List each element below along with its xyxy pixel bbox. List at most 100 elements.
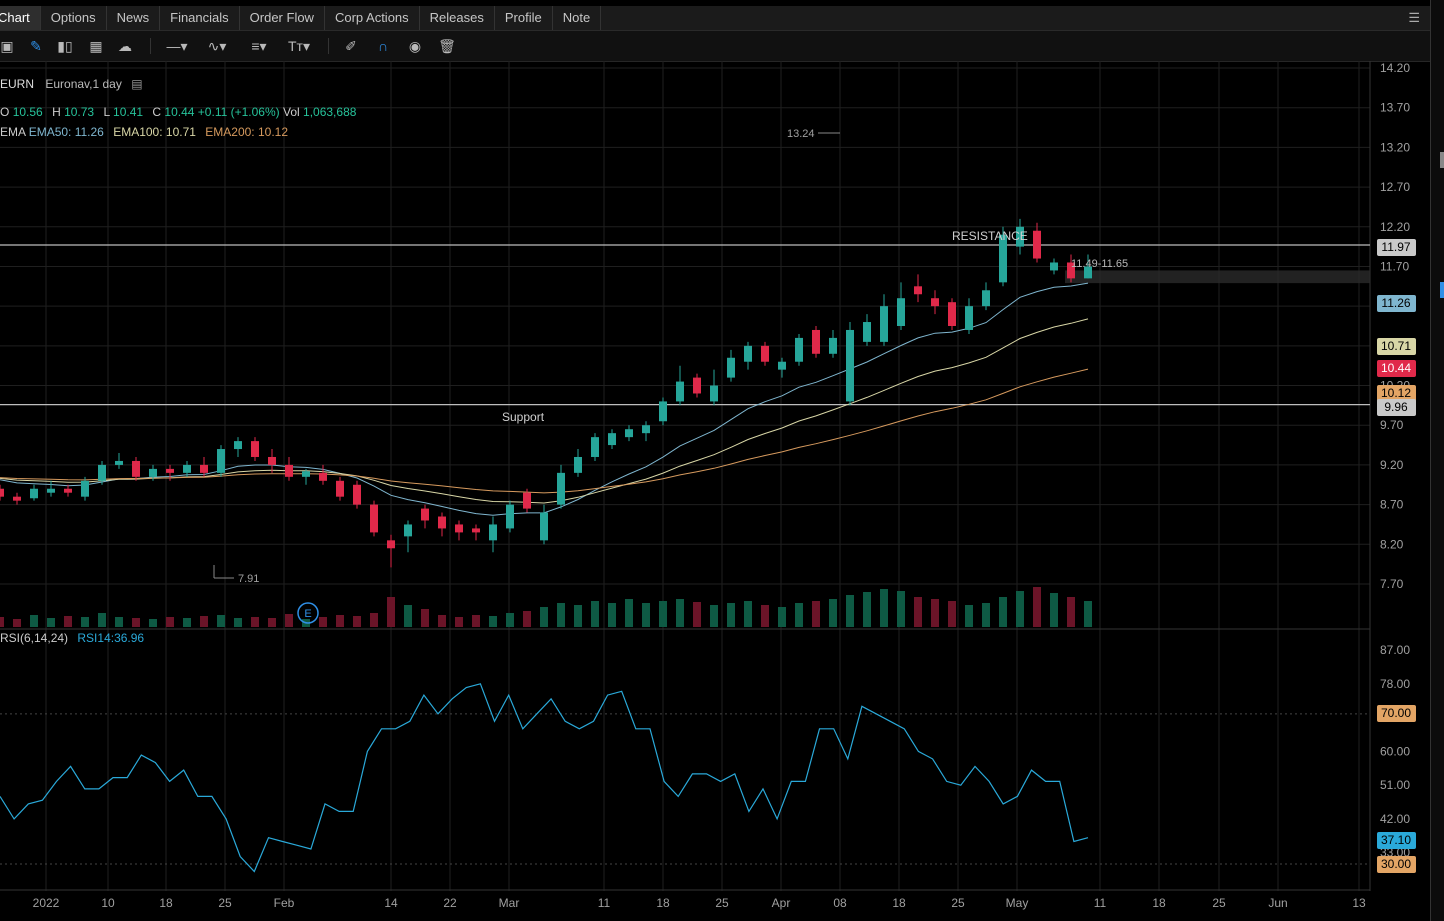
volume-bar	[1067, 597, 1075, 627]
tab-financials[interactable]: Financials	[160, 6, 240, 30]
candle-body	[642, 425, 650, 434]
x-tick-label: 11	[1094, 896, 1107, 910]
candles-icon[interactable]: ▮▯	[57, 37, 73, 54]
candle-body	[999, 234, 1007, 283]
grid-layout-icon[interactable]: ▦	[89, 37, 103, 54]
symbol-name: Euronav,1 day	[45, 77, 122, 91]
eye-icon[interactable]: ◉	[408, 37, 422, 54]
legend-rsi-row: RSI(6,14,24) RSI14:36.96	[0, 631, 145, 645]
candle-body	[948, 302, 956, 326]
candle-body	[200, 464, 208, 473]
volume-bar	[200, 616, 208, 627]
volume-bar	[591, 601, 599, 627]
panel-marker-active	[1440, 282, 1444, 298]
candle-body	[64, 488, 72, 493]
candle-body	[1016, 226, 1024, 247]
candle-body	[268, 456, 276, 465]
volume-bar	[778, 607, 786, 627]
candle-body	[421, 508, 429, 521]
volume-bar	[506, 613, 514, 627]
high-annotation: 13.24	[787, 128, 815, 140]
tab-chart[interactable]: Chart	[0, 6, 41, 30]
volume-bar	[0, 617, 4, 627]
candle-body	[319, 472, 327, 481]
candle-body	[1033, 230, 1041, 259]
volume-bar	[914, 597, 922, 627]
candle-body	[982, 290, 990, 307]
tab-note[interactable]: Note	[553, 6, 602, 30]
pencil-icon[interactable]: ✎	[30, 37, 42, 54]
zone-box	[1065, 270, 1370, 284]
candle-body	[1050, 262, 1058, 271]
x-tick-label: 11	[598, 896, 611, 910]
price-chart[interactable]: 14.2013.7013.2012.7012.2011.7011.2010.70…	[0, 61, 1430, 921]
list-menu-icon[interactable]: ☰	[1408, 10, 1420, 25]
x-tick-label: Jun	[1268, 896, 1287, 910]
candle-body	[812, 329, 820, 354]
x-tick-label: 2022	[33, 896, 60, 910]
trash-icon[interactable]: 🗑	[438, 37, 456, 54]
text-tool-icon[interactable]: Tт▾	[288, 37, 310, 54]
volume-bar	[115, 617, 123, 627]
candle-body	[302, 471, 310, 477]
candle-body	[608, 433, 616, 446]
volume-bar	[47, 618, 55, 627]
candle-body	[438, 516, 446, 529]
price-tag-label: 11.97	[1381, 240, 1410, 254]
legend-ema-row: EMA EMA50: 11.26 EMA100: 10.71 EMA200: 1…	[0, 125, 289, 139]
line-tool-icon[interactable]: —▾	[166, 37, 188, 54]
volume-bar	[557, 603, 565, 627]
candle-body	[1084, 266, 1092, 279]
volume-bar	[710, 605, 718, 627]
candle-body	[897, 298, 905, 326]
volume-bar	[30, 615, 38, 627]
volume-bar	[319, 617, 327, 627]
tab-corp-actions[interactable]: Corp Actions	[325, 6, 420, 30]
tab-order-flow[interactable]: Order Flow	[240, 6, 325, 30]
candle-body	[914, 286, 922, 295]
fib-tool-icon[interactable]: ≡▾	[251, 37, 267, 54]
volume-bar	[540, 607, 548, 627]
volume-bar	[659, 601, 667, 627]
price-tick-label: 13.70	[1380, 101, 1410, 115]
volume-bar	[574, 605, 582, 627]
magnet-icon[interactable]: ∩	[377, 38, 389, 54]
price-tag-label: 10.71	[1381, 339, 1411, 353]
volume-bar	[1016, 591, 1024, 627]
rsi-tick-label: 78.00	[1380, 677, 1410, 691]
volume-bars	[0, 587, 1092, 627]
info-icon[interactable]: ▤	[131, 77, 143, 91]
low-annotation: 7.91	[238, 573, 259, 585]
candle-body	[336, 480, 344, 497]
volume-bar	[489, 616, 497, 627]
chart-type-icon[interactable]: ▣	[0, 37, 14, 54]
ema50-line	[0, 282, 1089, 516]
volume-bar	[948, 601, 956, 627]
x-tick-label: 08	[833, 896, 847, 910]
tab-releases[interactable]: Releases	[420, 6, 495, 30]
tab-news[interactable]: News	[107, 6, 161, 30]
x-tick-label: 14	[384, 896, 398, 910]
volume-bar	[64, 616, 72, 627]
tab-profile[interactable]: Profile	[495, 6, 553, 30]
volume-bar	[370, 613, 378, 627]
trend-tool-icon[interactable]: ∿▾	[207, 37, 227, 54]
volume-bar	[166, 617, 174, 627]
candle-body	[115, 460, 123, 465]
ema200-line	[0, 368, 1089, 494]
volume-bar	[132, 618, 140, 627]
volume-bar	[98, 613, 106, 627]
rsi-tag-label: 30.00	[1381, 857, 1411, 871]
candle-body	[659, 401, 667, 422]
volume-bar	[438, 615, 446, 627]
right-panel-edge	[1430, 0, 1444, 921]
volume-bar	[608, 603, 616, 627]
brush-icon[interactable]: ✐	[345, 37, 357, 54]
candle-body	[574, 456, 582, 473]
rsi-tick-label: 60.00	[1380, 744, 1410, 758]
tab-options[interactable]: Options	[41, 6, 107, 30]
volume-bar	[472, 615, 480, 627]
candle-body	[132, 460, 140, 477]
candle-body	[676, 381, 684, 402]
cloud-icon[interactable]: ☁	[118, 37, 132, 54]
